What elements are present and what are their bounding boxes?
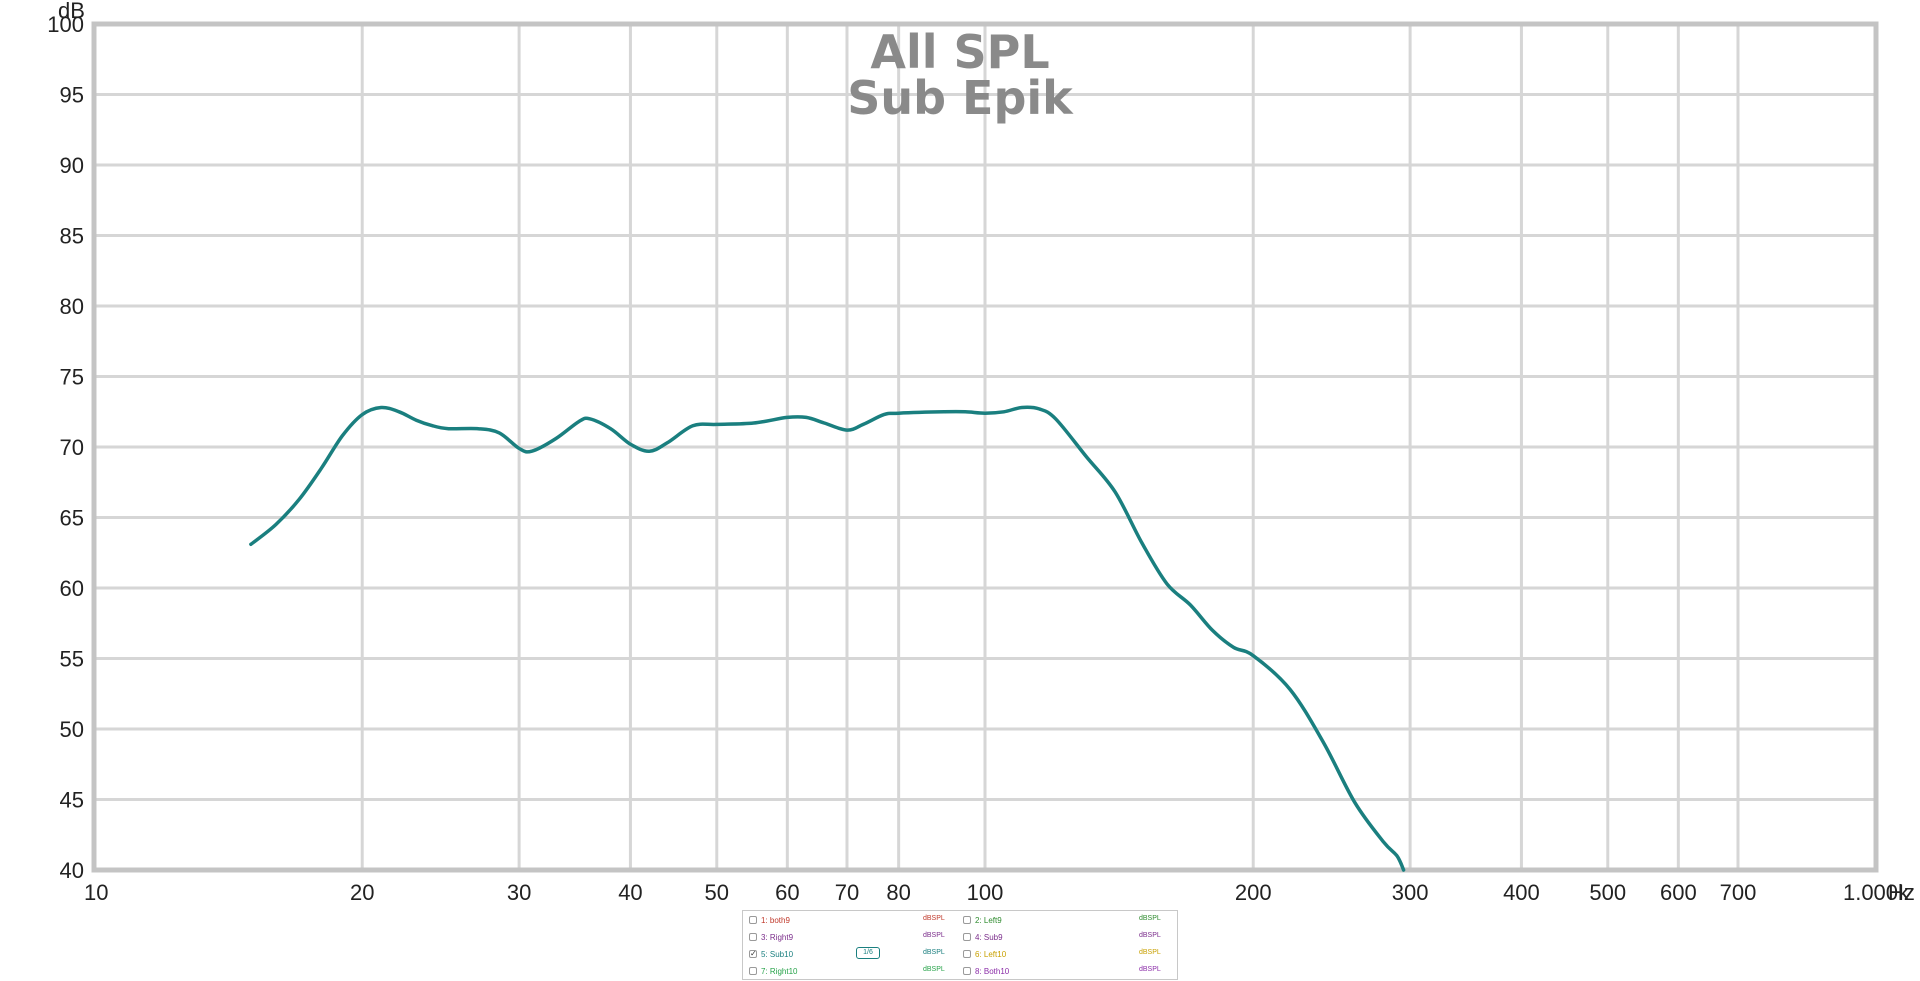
legend-unit-tag: dBSPL: [1139, 949, 1161, 956]
y-tick-label: 60: [60, 576, 84, 601]
legend-item[interactable]: ✓ 5: Sub10: [749, 948, 793, 960]
x-tick-label: 100: [967, 880, 1004, 905]
legend-checkbox[interactable]: [963, 967, 971, 975]
legend-unit-tag: dBSPL: [923, 915, 945, 922]
x-tick-label: 500: [1589, 880, 1626, 905]
y-tick-label: 70: [60, 435, 84, 460]
legend-checkbox[interactable]: [749, 967, 757, 975]
x-tick-label: 60: [775, 880, 799, 905]
x-tick-label: 80: [886, 880, 910, 905]
x-tick-label: 50: [705, 880, 729, 905]
legend-label: 2: Left9: [975, 915, 1002, 925]
chart-title: All SPL: [870, 25, 1049, 79]
chart-subtitle: Sub Epik: [847, 71, 1074, 125]
x-tick-label: 40: [618, 880, 642, 905]
legend-unit-tag: dBSPL: [1139, 966, 1161, 973]
legend-item[interactable]: 6: Left10: [963, 948, 1006, 960]
legend-label: 4: Sub9: [975, 932, 1003, 942]
legend-checkbox[interactable]: [963, 916, 971, 924]
legend-item[interactable]: 7: Right10: [749, 965, 797, 977]
x-tick-label: 1.000k: [1843, 880, 1910, 905]
x-tick-label: 300: [1392, 880, 1429, 905]
x-tick-label: 10: [84, 880, 108, 905]
legend-label: 8: Both10: [975, 966, 1010, 976]
legend-item[interactable]: 4: Sub9: [963, 931, 1003, 943]
legend-label: 6: Left10: [975, 949, 1007, 959]
x-tick-label: 400: [1503, 880, 1540, 905]
legend-unit-tag: dBSPL: [1139, 932, 1161, 939]
y-tick-label: 80: [60, 294, 84, 319]
y-tick-label: 50: [60, 717, 84, 742]
grid-lines: [92, 22, 1878, 872]
legend-panel: 1/6 1: both9 dBSPL 2: Left9 dBSPL 3: Right9 d…: [742, 910, 1178, 980]
legend-checkbox[interactable]: [749, 933, 757, 941]
legend-checkbox[interactable]: ✓: [749, 949, 757, 958]
y-tick-label: 85: [60, 224, 84, 249]
y-tick-label: 95: [60, 83, 84, 108]
legend-label: 1: both9: [761, 915, 790, 925]
x-tick-label: 200: [1235, 880, 1272, 905]
legend-unit-tag: dBSPL: [923, 949, 945, 956]
y-tick-label: 90: [60, 153, 84, 178]
x-tick-label: 700: [1720, 880, 1757, 905]
legend-checkbox[interactable]: [963, 933, 971, 941]
x-tick-labels: 10 20 30 40 50 60 70 80 100 200 300 400 500 600 700 1.0…: [84, 880, 1910, 905]
y-tick-label: 55: [60, 647, 84, 672]
x-axis-unit: Hz: [1888, 880, 1915, 905]
y-tick-label: 100: [47, 12, 84, 37]
y-tick-label: 45: [60, 788, 84, 813]
series-layer: [249, 405, 1406, 872]
legend-item[interactable]: 8: Both10: [963, 965, 1009, 977]
y-tick-label: 40: [60, 858, 84, 883]
legend-item[interactable]: 2: Left9: [963, 914, 1002, 926]
series-line-sub10: [249, 405, 1406, 872]
x-tick-label: 70: [835, 880, 859, 905]
y-tick-label: 75: [60, 365, 84, 390]
legend-checkbox[interactable]: [963, 950, 971, 958]
x-tick-label: 20: [350, 880, 374, 905]
legend-unit-tag: dBSPL: [923, 932, 945, 939]
smoothing-badge[interactable]: 1/6: [856, 947, 880, 959]
y-axis-unit: dB: [58, 0, 85, 23]
legend-label: 5: Sub10: [761, 949, 794, 959]
y-tick-label: 65: [60, 506, 84, 531]
legend-label: 3: Right9: [761, 932, 794, 942]
x-tick-label: 30: [507, 880, 531, 905]
spl-chart: 40 45 50 55 60 65 70 75 80 85 90 95 100 10 20 30 40 50 60…: [47, 0, 1915, 905]
legend-label: 7: Right10: [761, 966, 798, 976]
plot-frame: [91, 21, 1879, 873]
legend-checkbox[interactable]: [749, 916, 757, 924]
legend-unit-tag: dBSPL: [1139, 915, 1161, 922]
x-tick-label: 600: [1660, 880, 1697, 905]
legend-item[interactable]: 1: both9: [749, 914, 790, 926]
legend-item[interactable]: 3: Right9: [749, 931, 793, 943]
y-tick-labels: 40 45 50 55 60 65 70 75 80 85 90 95 100: [47, 12, 84, 883]
legend-unit-tag: dBSPL: [923, 966, 945, 973]
